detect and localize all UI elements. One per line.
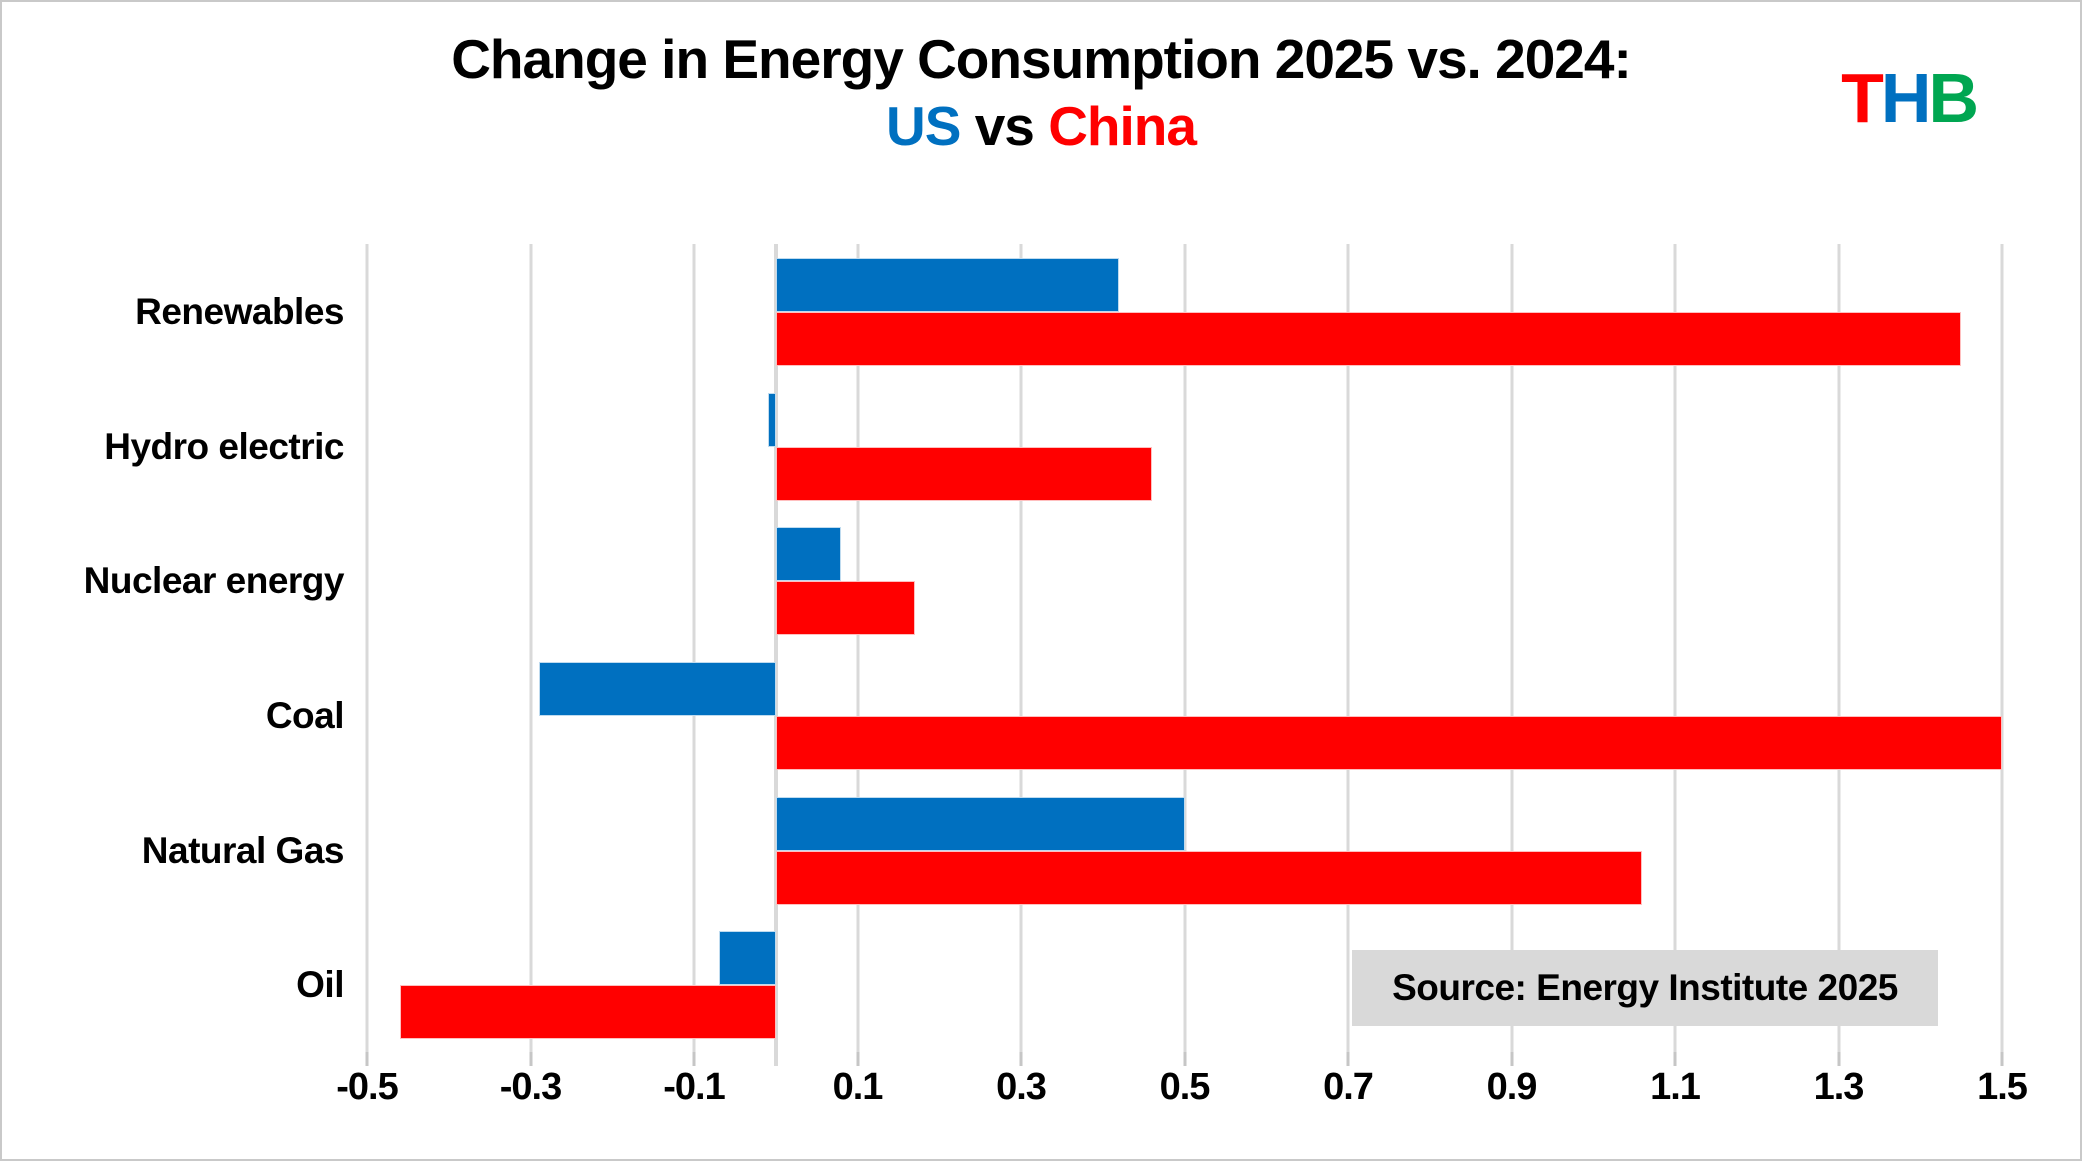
bar-china-oil [399,985,776,1040]
x-tick-1.5 [2000,1052,2004,1066]
x-tick-1.1 [1673,1052,1677,1066]
bar-us-natural-gas [775,796,1185,851]
logo-letter-h: H [1880,59,1932,137]
x-tick-0.3 [1019,1052,1023,1066]
bar-us-nuclear-energy [775,527,842,582]
x-tick-label: 1.1 [1650,1066,1701,1108]
category-label-natural-gas: Natural Gas [141,829,345,871]
gridline-0.5 [1183,244,1186,1052]
gridline-0.1 [856,244,859,1052]
bar-china-nuclear-energy [775,581,915,636]
category-label-oil: Oil [296,964,344,1006]
gridline-1.1 [1673,244,1677,1052]
gridline--0.5 [365,244,369,1052]
x-tick-0.9 [1510,1052,1513,1066]
gridline-0.9 [1510,244,1513,1052]
x-tick-label: 0.5 [1159,1066,1211,1108]
x-tick--0.1 [692,1052,696,1066]
category-label-renewables: Renewables [135,291,344,332]
x-tick-label: 1.3 [1813,1066,1865,1108]
gridline-1.3 [1837,244,1840,1052]
category-label-nuclear-energy: Nuclear energy [83,560,345,602]
source-note-text: Source: Energy Institute 2025 [1392,967,1898,1008]
legend-us-label: US [886,95,961,158]
x-tick-label: 0.1 [832,1066,884,1108]
logo-letter-b: B [1928,59,1979,137]
thb-logo: THB [1841,58,1979,138]
x-tick-1.3 [1837,1052,1840,1066]
bar-china-renewables [775,312,1962,366]
x-tick-label: 0.3 [996,1066,1047,1108]
legend-china-label: China [1048,95,1197,158]
plot-area [365,244,2004,1066]
x-tick--0.3 [529,1052,532,1066]
x-tick-0.1 [856,1052,859,1066]
x-tick-label: 0.7 [1323,1066,1374,1108]
logo-letter-t: T [1841,59,1884,137]
gridline--0.3 [529,244,532,1052]
category-label-hydro-electric: Hydro electric [104,425,344,467]
x-tick-label: -0.5 [336,1066,398,1108]
title-vs-text: vs [960,95,1049,158]
x-tick-0.5 [1183,1052,1186,1066]
bar-china-hydro-electric [775,446,1152,501]
gridline-1.5 [2000,244,2004,1052]
x-tick--0.5 [365,1052,369,1066]
x-tick-label: -0.3 [499,1066,562,1108]
bar-us-coal [538,662,776,716]
category-label-coal: Coal [265,695,345,736]
x-tick-label: 0.9 [1486,1066,1538,1108]
bar-us-renewables [775,258,1120,312]
chart-title-line1: Change in Energy Consumption 2025 vs. 20… [451,28,1632,90]
x-tick-0.7 [1346,1052,1350,1066]
zero-axis-line [773,244,778,1066]
bar-china-natural-gas [775,850,1643,905]
bar-china-coal [775,716,2002,770]
gridline-0.7 [1346,244,1350,1052]
x-tick-label: 1.5 [1977,1066,2028,1108]
x-tick-label: -0.1 [663,1066,725,1108]
chart-title: Change in Energy Consumption 2025 vs. 20… [2,28,2080,159]
bar-us-oil [718,931,776,986]
chart-title-line2: US vs China [2,95,2080,158]
gridline-0.3 [1019,244,1023,1052]
category-axis: Renewables Hydro electric Nuclear energy Co… [2,2,350,1159]
bar-us-hydro-electric [767,392,776,447]
gridline--0.1 [692,244,696,1052]
source-note-box: Source: Energy Institute 2025 [1352,950,1938,1026]
x-axis-labels: -0.5 -0.3 -0.1 0.1 0.3 0.5 0.7 0.9 1.1 1.3 1.5 [336,1066,2028,1126]
